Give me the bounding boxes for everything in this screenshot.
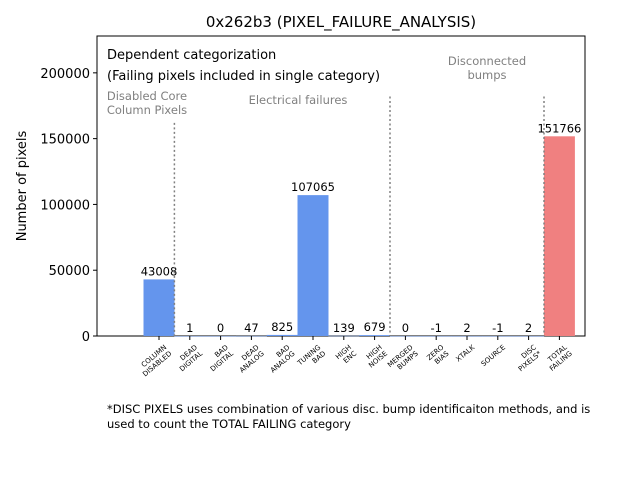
y-tick-label: 100000 xyxy=(40,198,90,213)
x-tick-label: DEADDIGITAL xyxy=(173,343,204,373)
y-tick-label: 150000 xyxy=(40,133,90,148)
chart-title: 0x262b3 (PIXEL_FAILURE_ANALYSIS) xyxy=(206,13,476,32)
value-label: 43008 xyxy=(141,264,178,278)
value-label: -1 xyxy=(430,321,441,335)
x-tick-label: TOTALFAILING xyxy=(543,343,574,373)
annotation-line-1: Dependent categorization xyxy=(107,48,276,63)
y-tick-label: 0 xyxy=(82,330,90,345)
y-axis-label: Number of pixels xyxy=(15,130,30,241)
x-tick-label: BADANALOG xyxy=(264,343,297,374)
x-tick-label: DEADANALOG xyxy=(233,343,266,374)
value-label: 0 xyxy=(402,321,409,335)
group-label: Electrical failures xyxy=(249,93,348,107)
x-tick-label: XTALK xyxy=(455,343,477,363)
value-label: 47 xyxy=(244,321,259,335)
value-label: 679 xyxy=(364,320,386,334)
group-label: Disabled Core Column Pixels xyxy=(107,89,187,117)
x-tick-label: HIGHENC xyxy=(334,343,358,367)
group-label: Disconnected bumps xyxy=(448,54,526,82)
x-tick-label: BADDIGITAL xyxy=(204,343,235,373)
value-label: 1 xyxy=(186,321,193,335)
value-label: 107065 xyxy=(291,180,335,194)
plot-area: 0 50000 100000 150000 200000 43008 COLUMNDISAB… xyxy=(40,35,586,378)
value-label: 139 xyxy=(333,321,355,335)
value-label: 2 xyxy=(525,321,532,335)
x-tick-label: SOURCE xyxy=(480,343,507,368)
footnote-line-1: *DISC PIXELS uses combination of various… xyxy=(107,402,590,416)
x-tick-label: MERGEDBUMPS xyxy=(386,343,420,375)
value-label: 151766 xyxy=(537,121,581,135)
x-tick-label: ZEROBIAS xyxy=(425,343,451,368)
bar xyxy=(266,334,298,336)
value-label: 825 xyxy=(271,320,293,334)
bar xyxy=(143,279,175,336)
value-label: 2 xyxy=(463,321,470,335)
x-tick-label: TUNINGBAD xyxy=(295,343,327,373)
footnote-line-2: used to count the TOTAL FAILING category xyxy=(107,417,351,431)
value-label: -1 xyxy=(492,321,503,335)
x-tick-label: DISCPIXELS* xyxy=(512,343,544,373)
y-tick-label: 200000 xyxy=(40,67,90,82)
bar xyxy=(359,335,391,336)
bar xyxy=(297,195,329,336)
bar xyxy=(543,136,575,336)
value-label: 0 xyxy=(217,321,224,335)
x-tick-label: COLUMNDISABLED xyxy=(136,343,173,378)
x-tick-label: HIGHNOISE xyxy=(362,343,389,369)
y-tick-label: 50000 xyxy=(49,264,90,279)
annotation-line-2: (Failing pixels included in single categ… xyxy=(107,69,380,84)
